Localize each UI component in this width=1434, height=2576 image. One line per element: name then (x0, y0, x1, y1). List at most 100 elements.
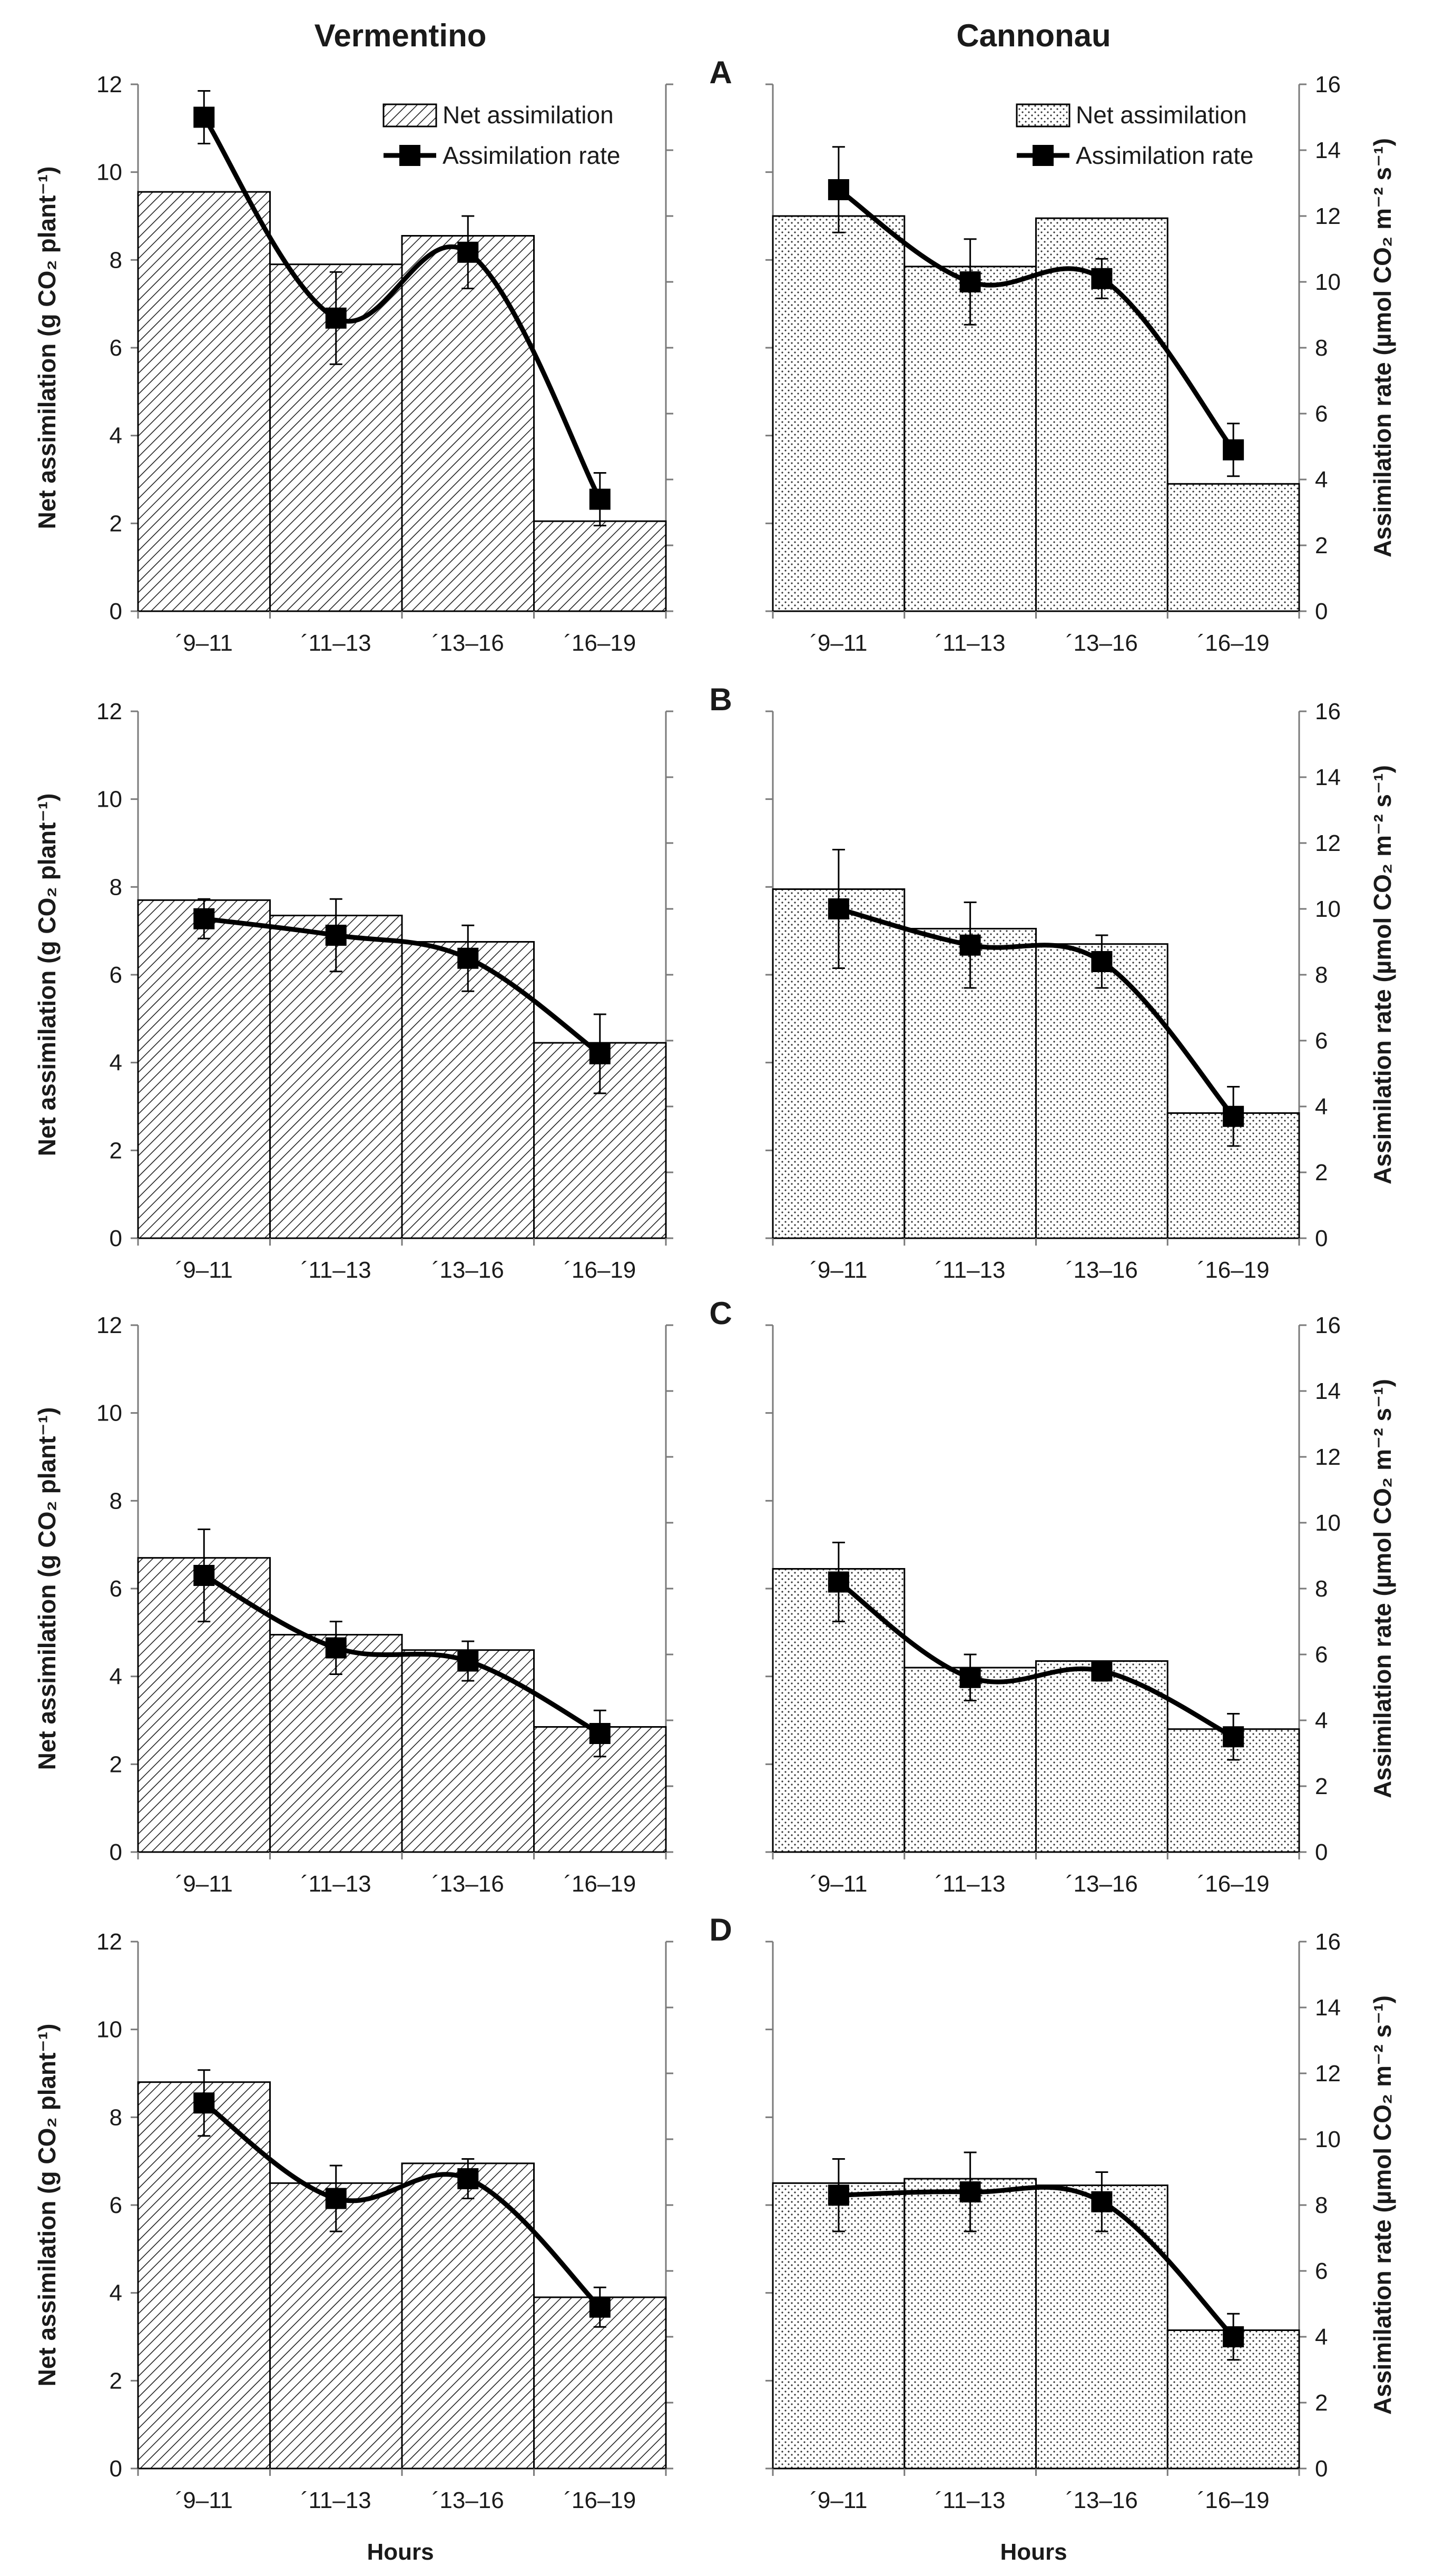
right-tick-label: 6 (1315, 1642, 1328, 1668)
right-tick-label: 14 (1315, 1995, 1341, 2021)
rate-point-cannonau-3 (1091, 268, 1113, 289)
column-title-vermentino: Vermentino (315, 18, 487, 53)
legend-bar-swatch (382, 103, 437, 128)
right-tick-label: 16 (1315, 72, 1341, 97)
left-tick-label: 0 (110, 1226, 122, 1251)
x-tick-label: ´11–13 (301, 630, 371, 656)
rate-point-cannonau-2 (959, 271, 981, 292)
right-tick-label: 6 (1315, 401, 1328, 427)
right-tick-label: 0 (1315, 1226, 1328, 1251)
rate-point-vermentino-2 (325, 307, 347, 329)
rate-point-cannonau-2 (959, 934, 981, 956)
legend: Net assimilation Assimilation rate (382, 101, 620, 169)
assimilation-rate-line (838, 906, 1235, 1118)
bar-vermentino-1 (137, 2081, 271, 2470)
rate-point-cannonau-3 (1091, 1660, 1113, 1682)
left-tick-label: 10 (96, 787, 122, 812)
left-tick-label: 2 (110, 1138, 122, 1163)
x-tick-label: ´9–11 (175, 1871, 233, 1897)
assimilation-rate-line (203, 1573, 601, 1736)
left-tick-label: 2 (110, 511, 122, 536)
left-tick-label: 8 (110, 2104, 122, 2130)
y-axis-title-left: Net assimilation (g CO₂ plant⁻¹) (33, 1407, 61, 1770)
assimilation-rate-line (202, 116, 602, 501)
bar-cannonau-3 (1035, 1660, 1168, 1853)
panel-d-cannonau: 0 2 4 6 8 10 12 14 16 ´9–11 ´11–13 ´13–16 ´16–19 Assi… (765, 1929, 1396, 2513)
legend-line-label: Assimilation rate (443, 142, 620, 169)
x-tick-label: ´13–16 (432, 2487, 504, 2513)
x-tick-label: ´13–16 (1066, 1871, 1138, 1897)
x-tick-label: ´16–19 (1197, 1257, 1270, 1283)
x-tick-label: ´11–13 (301, 1257, 371, 1283)
legend-bar-label: Net assimilation (443, 101, 614, 129)
rate-point-vermentino-4 (589, 1043, 611, 1064)
left-tick-label: 10 (96, 1400, 122, 1426)
left-tick-label: 4 (110, 1664, 122, 1690)
right-tick-label: 10 (1315, 269, 1341, 295)
bar-cannonau-3 (1035, 943, 1168, 1239)
x-axis-title-vermentino: Hours (367, 2539, 434, 2565)
bar-vermentino-4 (533, 520, 667, 612)
left-tick-label: 0 (110, 1839, 122, 1865)
right-tick-label: 0 (1315, 1839, 1328, 1865)
right-tick-label: 14 (1315, 138, 1341, 163)
left-tick-label: 4 (110, 2280, 122, 2306)
right-tick-label: 8 (1315, 1576, 1328, 1602)
rate-point-cannonau-3 (1091, 2191, 1113, 2212)
right-tick-label: 6 (1315, 2258, 1328, 2284)
bar-vermentino-1 (137, 899, 271, 1239)
bar-vermentino-1 (137, 191, 271, 612)
right-tick-label: 8 (1315, 2192, 1328, 2218)
x-tick-label: ´11–13 (935, 630, 1006, 656)
panel-a-cannonau: 0 2 4 6 8 10 12 14 16 ´9–11 ´11–13 ´13–16 ´16–19 Assi… (765, 72, 1396, 656)
x-tick-label: ´9–11 (810, 2487, 867, 2513)
legend-bar-label: Net assimilation (1076, 101, 1247, 129)
rate-point-vermentino-3 (457, 1650, 479, 1672)
rate-point-vermentino-1 (193, 2092, 215, 2114)
right-tick-label: 16 (1315, 1929, 1341, 1955)
rate-point-cannonau-2 (959, 2181, 981, 2202)
left-tick-label: 4 (110, 1050, 122, 1076)
x-tick-label: ´16–19 (1197, 2487, 1270, 2513)
x-tick-label: ´16–19 (1197, 630, 1270, 656)
assimilation-rate-line (837, 188, 1235, 452)
left-tick-label: 0 (110, 599, 122, 624)
panel-label: A (709, 55, 732, 90)
right-tick-label: 4 (1315, 2324, 1328, 2350)
rate-point-vermentino-1 (193, 106, 215, 128)
right-tick-label: 0 (1315, 599, 1328, 624)
panel-label: C (709, 1296, 732, 1331)
rate-point-cannonau-4 (1223, 1105, 1244, 1127)
assimilation-rate-line (838, 2185, 1235, 2339)
x-tick-label: ´16–19 (1197, 1871, 1270, 1897)
left-tick-label: 8 (110, 874, 122, 900)
right-tick-label: 2 (1315, 1160, 1328, 1186)
x-tick-label: ´13–16 (432, 1871, 504, 1897)
x-tick-label: ´16–19 (564, 1871, 636, 1897)
x-tick-label: ´13–16 (1066, 1257, 1138, 1283)
legend-bar-swatch (1016, 103, 1070, 128)
x-tick-label: ´13–16 (1066, 630, 1138, 656)
left-tick-label: 6 (110, 962, 122, 988)
x-tick-label: ´9–11 (175, 2487, 233, 2513)
panel-label: D (709, 1912, 732, 1947)
left-tick-label: 0 (110, 2456, 122, 2482)
right-tick-label: 6 (1315, 1028, 1328, 1054)
rate-point-cannonau-4 (1223, 1726, 1244, 1748)
assimilation-rate-line (837, 1580, 1235, 1739)
left-tick-label: 12 (96, 1313, 122, 1338)
right-tick-label: 4 (1315, 467, 1328, 493)
rate-point-vermentino-2 (325, 925, 347, 946)
rate-point-cannonau-1 (828, 179, 849, 200)
y-axis-title-left: Net assimilation (g CO₂ plant⁻¹) (33, 2024, 61, 2387)
panel-b-cannonau: 0 2 4 6 8 10 12 14 16 ´9–11 ´11–13 ´13–16 ´16–19 Assi… (765, 699, 1396, 1283)
left-tick-label: 8 (110, 1488, 122, 1514)
x-tick-label: ´9–11 (810, 630, 867, 656)
left-tick-label: 12 (96, 699, 122, 724)
right-tick-label: 10 (1315, 896, 1341, 922)
left-tick-label: 12 (96, 72, 122, 97)
left-tick-label: 4 (110, 423, 122, 449)
right-tick-label: 8 (1315, 962, 1328, 988)
x-axis-title-cannonau: Hours (1000, 2539, 1067, 2565)
